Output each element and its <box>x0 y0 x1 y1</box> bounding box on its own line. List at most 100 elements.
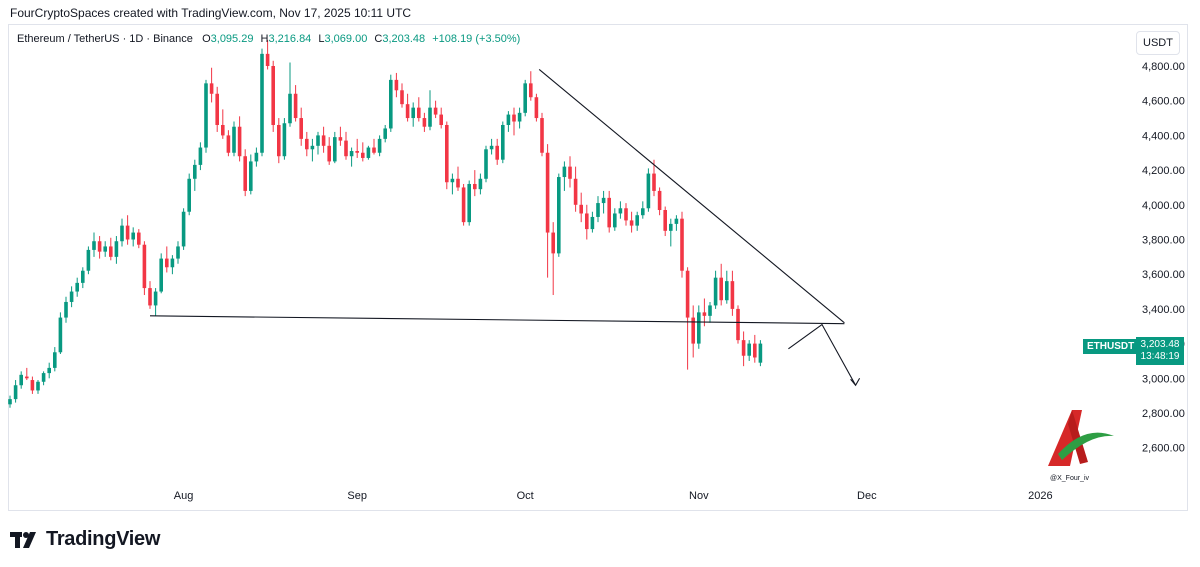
candle-body <box>176 246 180 259</box>
bar-countdown: 13:48:19 <box>1140 351 1180 362</box>
candle-body <box>758 343 763 363</box>
tradingview-name: TradingView <box>46 528 161 550</box>
candle-body <box>349 151 354 157</box>
symbol-price-tag: ETHUSDT <box>1083 339 1139 354</box>
candle-body <box>596 203 600 217</box>
candle-body <box>338 137 343 141</box>
candle-body <box>277 124 281 157</box>
symbol-label[interactable]: Ethereum / TetherUS · 1D · Binance <box>17 33 193 45</box>
x-tick-label: Sep <box>347 490 367 502</box>
candle-body <box>25 376 29 379</box>
last-price-tag: 3,203.48 13:48:19 <box>1136 337 1184 365</box>
candle-body <box>624 208 628 221</box>
candle-body <box>377 138 382 153</box>
candle-body <box>741 340 746 356</box>
ohlc-legend: Ethereum / TetherUS · 1D · Binance O3,09… <box>17 33 524 45</box>
tradingview-brand[interactable]: TradingView <box>10 528 160 551</box>
candle-body <box>327 145 331 162</box>
candle-body <box>646 173 651 209</box>
candle-body <box>249 161 253 191</box>
candle-body <box>613 213 617 228</box>
candle-body <box>691 317 695 344</box>
candle-body <box>137 232 141 245</box>
candle-body <box>254 152 259 162</box>
candle-body <box>394 79 399 91</box>
y-tick-label: 2,800.00 <box>1142 408 1185 420</box>
candle-body <box>193 164 197 179</box>
high-value: 3,216.84 <box>268 33 312 45</box>
candle-body <box>562 166 567 178</box>
candle-body <box>484 149 488 179</box>
candle-body <box>433 107 438 115</box>
candle-body <box>355 151 359 153</box>
candle-body <box>97 241 102 252</box>
candle-body <box>260 53 264 153</box>
candle-body <box>461 187 466 223</box>
candle-body <box>568 166 572 179</box>
candle-body <box>103 246 107 252</box>
candle-body <box>75 282 79 292</box>
candle-body <box>400 90 404 105</box>
candle-body <box>8 399 12 405</box>
y-tick-label: 4,400.00 <box>1142 130 1185 142</box>
x-tick-label: Dec <box>857 490 877 502</box>
watermark-handle: @X_Four_iv <box>1050 475 1090 482</box>
candle-body <box>237 126 242 157</box>
candle-body <box>316 135 320 146</box>
candle-body <box>142 244 147 289</box>
open-value: 3,095.29 <box>210 33 254 45</box>
candle-body <box>417 107 421 119</box>
candle-body <box>293 93 298 119</box>
candle-body <box>669 223 673 231</box>
candle-body <box>590 216 595 230</box>
candle-body <box>736 308 740 341</box>
candle-body <box>708 305 712 316</box>
candle-body <box>585 213 589 230</box>
candle-body <box>69 291 74 302</box>
candle-body <box>282 123 287 157</box>
chart-header-title: FourCryptoSpaces created with TradingVie… <box>10 6 412 20</box>
y-tick-label: 3,000.00 <box>1142 373 1185 385</box>
candle-body <box>629 220 634 226</box>
candle-body <box>573 178 578 205</box>
x-tick-label: Aug <box>174 490 194 502</box>
candle-body <box>657 190 662 211</box>
close-label: C <box>374 33 383 45</box>
candle-body <box>19 374 23 386</box>
candle-body <box>125 225 130 240</box>
candle-body <box>148 288 152 306</box>
candle-body <box>204 83 208 148</box>
candle-body <box>305 138 309 150</box>
candle-body <box>450 178 455 183</box>
candle-body <box>478 178 483 190</box>
candle-body <box>366 147 371 158</box>
candle-body <box>422 118 427 127</box>
candle-body <box>641 208 645 216</box>
candle-body <box>428 107 432 127</box>
candle-body <box>473 183 477 190</box>
candle-body <box>187 178 191 212</box>
candle-body <box>523 83 527 113</box>
candle-body <box>445 124 449 183</box>
candle-body <box>456 178 460 188</box>
candle-body <box>114 241 119 257</box>
candle-body <box>753 343 757 358</box>
candle-body <box>265 53 270 66</box>
candle-body <box>36 381 40 391</box>
low-label: L <box>318 33 325 45</box>
currency-selector[interactable]: USDT <box>1136 31 1180 55</box>
close-value: 3,203.48 <box>382 33 426 45</box>
candle-body <box>713 277 718 306</box>
candle-body <box>299 118 303 139</box>
candle-body <box>120 225 124 242</box>
candle-body <box>372 147 376 153</box>
candle-body <box>344 140 348 157</box>
candle-body <box>685 270 690 318</box>
candle-body <box>725 281 729 301</box>
candle-body <box>405 104 410 119</box>
candle-body <box>545 152 550 233</box>
projection-arrowhead <box>850 377 861 387</box>
candle-body <box>702 312 707 316</box>
candle-body <box>81 270 85 283</box>
